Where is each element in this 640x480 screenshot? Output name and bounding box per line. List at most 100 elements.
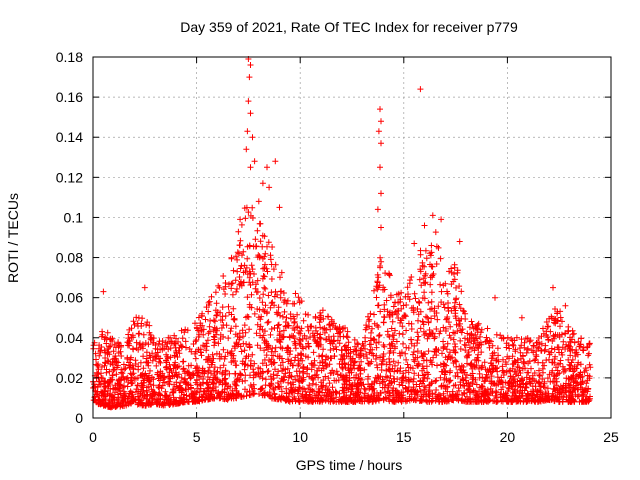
data-point xyxy=(444,388,451,395)
data-point xyxy=(533,391,540,398)
data-point xyxy=(492,294,498,301)
data-point xyxy=(217,395,224,402)
data-point xyxy=(264,243,270,250)
data-point xyxy=(333,368,340,375)
data-point xyxy=(422,279,429,286)
data-point xyxy=(408,336,414,343)
data-point xyxy=(226,370,233,377)
data-point xyxy=(521,344,528,351)
data-point xyxy=(246,326,253,333)
data-point xyxy=(284,297,291,304)
data-point xyxy=(285,356,291,363)
data-point xyxy=(411,240,418,247)
data-point xyxy=(576,343,583,350)
data-point xyxy=(287,315,294,322)
data-point xyxy=(467,361,474,368)
data-point xyxy=(277,294,284,301)
data-point xyxy=(109,393,116,400)
data-point xyxy=(320,346,327,353)
data-point xyxy=(110,356,117,363)
y-tick-label: 0.02 xyxy=(56,370,83,386)
data-point xyxy=(555,361,562,368)
data-point xyxy=(408,387,415,394)
data-point xyxy=(376,282,383,289)
data-point xyxy=(141,284,148,291)
data-point xyxy=(224,349,231,356)
data-point xyxy=(401,312,408,319)
data-point xyxy=(429,330,436,337)
data-point xyxy=(96,378,103,385)
data-point xyxy=(417,86,424,93)
data-point xyxy=(457,381,464,388)
data-point xyxy=(130,346,137,353)
data-point xyxy=(487,385,494,392)
data-point xyxy=(180,399,187,406)
data-point xyxy=(222,280,229,286)
data-point xyxy=(137,359,144,366)
data-point xyxy=(219,317,226,323)
data-point xyxy=(536,380,543,387)
data-point xyxy=(469,376,476,383)
data-point xyxy=(218,325,225,331)
data-point xyxy=(151,389,158,396)
data-point xyxy=(263,362,270,369)
data-point xyxy=(186,371,193,378)
data-point xyxy=(530,343,537,350)
data-point xyxy=(229,387,236,394)
data-point xyxy=(378,224,384,231)
data-point xyxy=(343,398,350,405)
data-point xyxy=(563,380,569,387)
data-point xyxy=(277,312,284,319)
data-point xyxy=(333,399,340,405)
data-point xyxy=(565,327,572,334)
data-point xyxy=(417,266,424,273)
data-point xyxy=(316,319,323,326)
data-point xyxy=(275,383,282,390)
data-point xyxy=(580,347,587,353)
data-point xyxy=(237,237,244,244)
data-point xyxy=(334,325,341,332)
data-point xyxy=(374,206,381,213)
data-point xyxy=(225,303,232,310)
data-point xyxy=(115,395,122,402)
data-point xyxy=(120,361,127,368)
data-point xyxy=(456,283,463,290)
data-point xyxy=(98,344,105,350)
data-point xyxy=(380,378,387,385)
data-point xyxy=(124,374,131,381)
data-point xyxy=(249,266,256,273)
data-point xyxy=(242,215,249,222)
data-point xyxy=(573,349,580,356)
data-point xyxy=(157,373,164,380)
data-point xyxy=(338,372,345,379)
data-point xyxy=(323,353,330,360)
data-point xyxy=(114,402,121,409)
data-point xyxy=(173,379,180,386)
data-point xyxy=(378,190,384,197)
data-point xyxy=(203,343,210,350)
data-point xyxy=(274,311,281,318)
data-point xyxy=(126,400,133,407)
data-point xyxy=(511,357,518,364)
data-point xyxy=(261,284,268,291)
data-point xyxy=(209,385,216,392)
data-point xyxy=(429,212,436,219)
data-point xyxy=(380,319,387,326)
data-point xyxy=(522,335,529,342)
data-point xyxy=(570,372,577,379)
data-point xyxy=(311,357,318,364)
data-point xyxy=(214,368,221,375)
data-point xyxy=(430,271,437,277)
data-point xyxy=(110,361,116,368)
data-point xyxy=(453,284,459,291)
data-point xyxy=(554,318,560,325)
data-point xyxy=(421,391,427,397)
data-point xyxy=(145,362,152,369)
data-point xyxy=(171,352,178,359)
data-point xyxy=(130,370,137,377)
data-point xyxy=(450,382,457,389)
data-point xyxy=(259,385,266,392)
data-point xyxy=(460,398,467,405)
data-point xyxy=(344,385,350,392)
data-point xyxy=(243,204,250,211)
